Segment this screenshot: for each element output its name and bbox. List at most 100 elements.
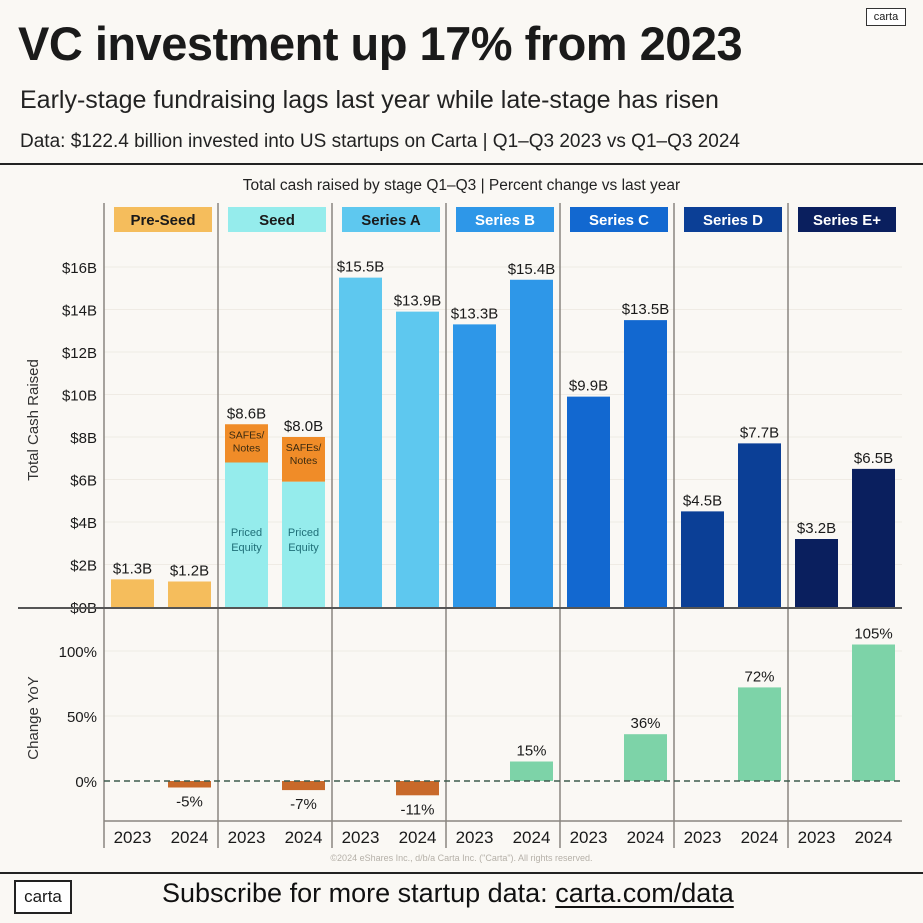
- bar-segment-label: Priced: [288, 527, 319, 539]
- stage-header-bg: [798, 207, 896, 232]
- bar-value-label: $1.2B: [170, 563, 209, 580]
- bar-priced-equity: [225, 462, 268, 607]
- carta-logo: carta: [14, 880, 72, 914]
- y-tick-label: $16B: [62, 260, 97, 277]
- bar: [624, 320, 667, 607]
- bar-value-label: $6.5B: [854, 450, 893, 467]
- bar-value-label: $7.7B: [740, 424, 779, 441]
- y-tick-label: $6B: [70, 473, 97, 490]
- change-bar: [168, 781, 211, 788]
- bar-value-label: $13.5B: [622, 301, 670, 318]
- bar: [339, 277, 382, 607]
- subscribe-cta: Subscribe for more startup data: carta.c…: [162, 878, 734, 909]
- y-axis-title: Total Cash Raised: [25, 359, 42, 481]
- bar-safes-notes: [282, 437, 325, 482]
- bar-segment-label: Equity: [288, 542, 319, 554]
- bar-value-label: $8.6B: [227, 405, 266, 422]
- stage-header-bg: [456, 207, 554, 232]
- x-tick-label: 2024: [285, 828, 323, 847]
- bar-value-label: $8.0B: [284, 418, 323, 435]
- y-tick-label: 100%: [59, 644, 97, 661]
- bar-value-label: $3.2B: [797, 520, 836, 537]
- bar: [510, 279, 553, 607]
- bar: [453, 324, 496, 607]
- change-bar: [282, 781, 325, 791]
- chart-subtitle: Early-stage fundraising lags last year w…: [20, 86, 719, 114]
- stage-header-bg: [342, 207, 440, 232]
- data-source-note: Data: $122.4 billion invested into US st…: [20, 131, 740, 152]
- carta-data-link[interactable]: carta.com/data: [555, 878, 734, 908]
- x-tick-label: 2024: [171, 828, 209, 847]
- stage-header-label: Series B: [475, 212, 535, 229]
- chart-title: VC investment up 17% from 2023: [18, 17, 743, 70]
- bar-value-label: $1.3B: [113, 560, 152, 577]
- x-tick-label: 2023: [228, 828, 266, 847]
- y-axis-title: Change YoY: [25, 676, 42, 759]
- change-bar: [738, 687, 781, 781]
- bar: [111, 579, 154, 607]
- change-value-label: 36%: [630, 715, 660, 732]
- bar-value-label: $13.9B: [394, 293, 442, 310]
- x-tick-label: 2023: [684, 828, 722, 847]
- bar-segment-label: Notes: [233, 442, 260, 454]
- y-tick-label: $10B: [62, 388, 97, 405]
- bar-priced-equity: [282, 481, 325, 607]
- bar-safes-notes: [225, 424, 268, 463]
- y-tick-label: $14B: [62, 303, 97, 320]
- y-tick-label: $12B: [62, 345, 97, 362]
- bar-segment-label: Priced: [231, 527, 262, 539]
- copyright-notice: ©2024 eShares Inc., d/b/a Carta Inc. ("C…: [330, 853, 593, 863]
- x-tick-label: 2024: [513, 828, 551, 847]
- y-tick-label: $4B: [70, 515, 97, 532]
- x-tick-label: 2023: [570, 828, 608, 847]
- chart-heading: Total cash raised by stage Q1–Q3 | Perce…: [242, 177, 681, 194]
- change-bar: [624, 734, 667, 781]
- x-tick-label: 2023: [456, 828, 494, 847]
- bar-segment-label: SAFEs/: [286, 442, 322, 454]
- change-value-label: -5%: [176, 794, 203, 811]
- bar-value-label: $13.3B: [451, 305, 499, 322]
- change-value-label: -11%: [401, 801, 435, 818]
- change-value-label: -7%: [290, 796, 317, 813]
- x-tick-label: 2024: [627, 828, 665, 847]
- stage-header-bg: [684, 207, 782, 232]
- stage-header-bg: [228, 207, 326, 232]
- change-value-label: 72%: [744, 668, 774, 685]
- change-bar: [852, 644, 895, 781]
- change-bar: [396, 781, 439, 796]
- stage-header-label: Series C: [589, 212, 649, 229]
- bar-segment-label: Equity: [231, 542, 262, 554]
- bar: [852, 468, 895, 607]
- y-tick-label: $8B: [70, 430, 97, 447]
- y-tick-label: $2B: [70, 558, 97, 575]
- x-tick-label: 2024: [741, 828, 779, 847]
- y-tick-label: 0%: [75, 774, 97, 791]
- x-tick-label: 2024: [855, 828, 893, 847]
- bar: [738, 443, 781, 607]
- bar-value-label: $15.4B: [508, 261, 556, 278]
- bar-value-label: $9.9B: [569, 378, 608, 395]
- x-tick-label: 2023: [798, 828, 836, 847]
- bar-segment-label: SAFEs/: [229, 429, 265, 441]
- stage-header-label: Series D: [703, 212, 763, 229]
- bar-value-label: $4.5B: [683, 492, 722, 509]
- bar: [681, 511, 724, 607]
- stage-header-bg: [114, 207, 212, 232]
- carta-logo-small: carta: [866, 8, 906, 26]
- bar: [396, 311, 439, 607]
- bar: [168, 581, 211, 607]
- y-tick-label: 50%: [67, 709, 97, 726]
- subscribe-text: Subscribe for more startup data:: [162, 878, 556, 908]
- footer-divider: [0, 872, 923, 874]
- bar-segment-label: Notes: [290, 455, 317, 467]
- stage-header-label: Seed: [259, 212, 295, 229]
- change-value-label: 15%: [516, 743, 546, 760]
- stage-header-bg: [570, 207, 668, 232]
- bar-value-label: $15.5B: [337, 259, 385, 276]
- stage-header-label: Series A: [361, 212, 421, 229]
- bar: [567, 396, 610, 607]
- change-bar: [510, 761, 553, 781]
- stage-header-label: Series E+: [813, 212, 881, 229]
- x-tick-label: 2023: [114, 828, 152, 847]
